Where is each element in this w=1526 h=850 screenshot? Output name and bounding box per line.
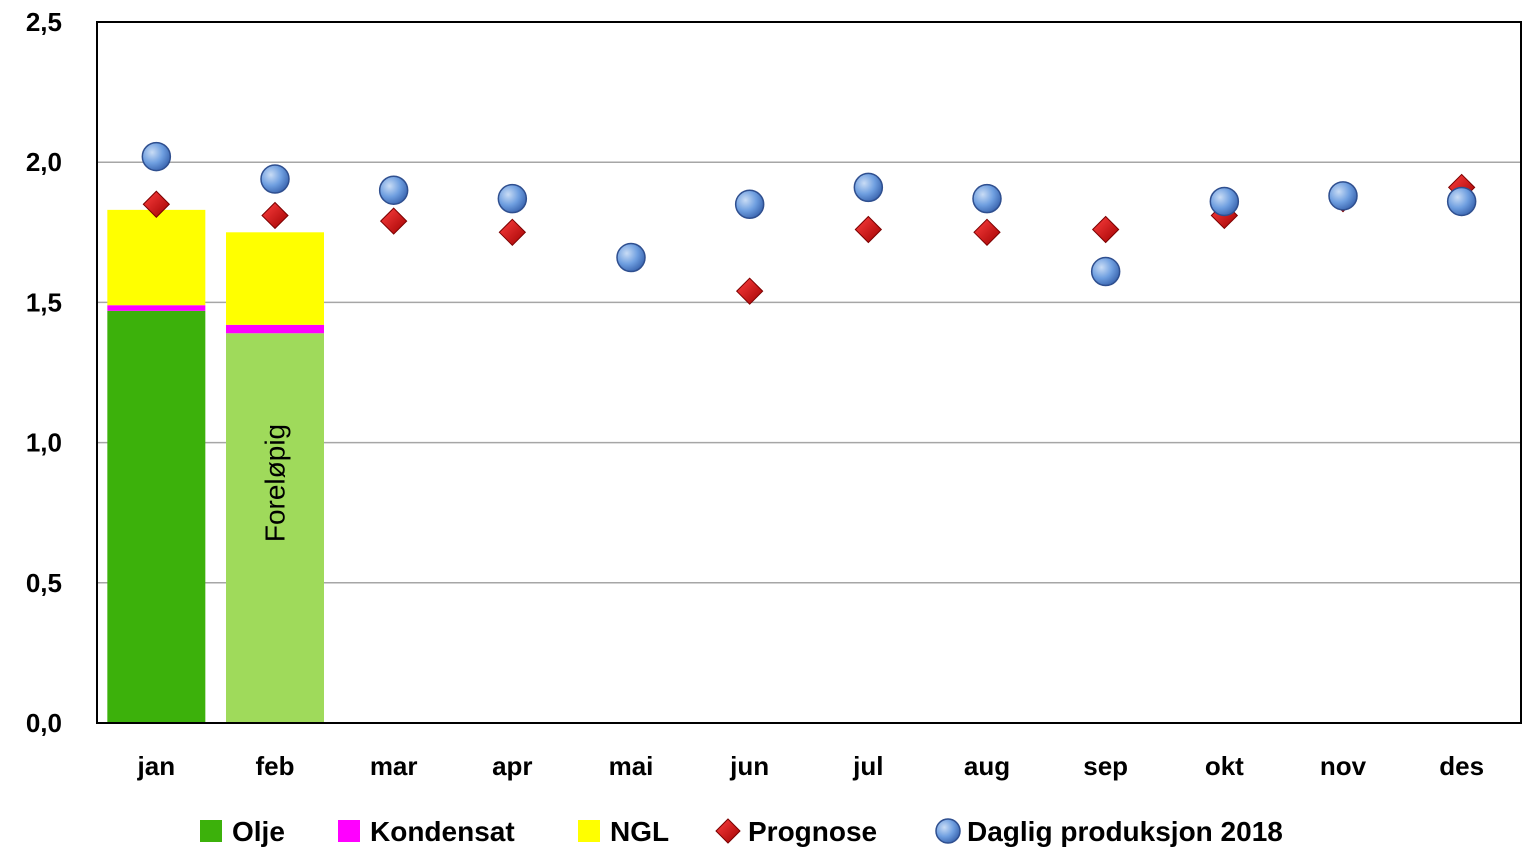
prognose-marker-jan [142, 190, 171, 218]
legend-swatch-daglig-produksjon-2018 [935, 818, 961, 844]
plot-border [96, 21, 1522, 724]
x-tick-label: jul [852, 751, 883, 781]
daglig-produksjon-marker-aug [972, 183, 1002, 214]
legend-label-daglig-produksjon-2018: Daglig produksjon 2018 [967, 816, 1283, 847]
x-axis-ticks: jan feb mar apr mai jun jul aug sep okt nov des [137, 751, 1485, 781]
legend-swatch-kondensat [338, 820, 360, 842]
daglig-produksjon-marker-mai [616, 242, 646, 273]
daglig-produksjon-marker-feb [260, 164, 290, 194]
legend-label-olje: Olje [232, 816, 285, 847]
x-tick-label: apr [492, 751, 532, 781]
prognose-marker-jul [854, 215, 883, 244]
x-tick-label: nov [1320, 751, 1367, 781]
daglig-produksjon-marker-okt [1209, 186, 1240, 217]
x-tick-label: sep [1083, 751, 1128, 781]
prognose-marker-mar [379, 207, 408, 235]
legend-label-ngl: NGL [610, 816, 669, 847]
y-tick-label: 0,0 [26, 708, 62, 738]
y-axis-ticks: 0,0 0,5 1,0 1,5 2,0 2,5 [26, 7, 62, 738]
prognose-marker-sep [1091, 215, 1120, 244]
daglig-produksjon-marker-jun [734, 189, 765, 220]
daglig-produksjon-marker-jul [853, 172, 884, 203]
daglig-produksjon-marker-jan [141, 141, 172, 172]
y-tick-label: 2,5 [26, 7, 62, 37]
markers [141, 141, 1477, 305]
daglig-produksjon-marker-nov [1328, 181, 1358, 211]
bar-kondensat-jan [107, 305, 206, 311]
legend-swatch-ngl [578, 820, 600, 842]
legend-label-prognose: Prognose [748, 816, 877, 847]
prognose-marker-jun [735, 277, 764, 305]
bar-olje-feb [226, 333, 324, 723]
daglig-produksjon-marker-des [1446, 186, 1477, 217]
prognose-marker-apr [498, 218, 527, 247]
y-tick-label: 0,5 [26, 568, 62, 598]
legend-swatch-olje [200, 820, 222, 842]
daglig-produksjon-marker-mar [378, 175, 409, 205]
x-tick-label: des [1439, 751, 1484, 781]
bars: Foreløpig [107, 209, 324, 723]
legend: Olje Kondensat NGL Prognose Daglig produksjo… [200, 816, 1283, 847]
bar-ngl-jan [107, 209, 206, 306]
x-tick-label: aug [964, 751, 1010, 781]
plot-frame [96, 21, 1522, 724]
x-tick-label: feb [256, 751, 295, 781]
legend-label-kondensat: Kondensat [370, 816, 515, 847]
legend-swatch-prognose [715, 818, 741, 844]
y-tick-label: 2,0 [26, 147, 62, 177]
prognose-marker-feb [261, 201, 289, 230]
prognose-marker-aug [973, 218, 1001, 247]
daglig-produksjon-marker-apr [497, 183, 528, 214]
daglig-produksjon-marker-sep [1090, 256, 1121, 287]
x-tick-label: jun [729, 751, 769, 781]
x-tick-label: mar [370, 751, 418, 781]
bar-olje-jan [107, 310, 206, 723]
bar-kondensat-feb [226, 324, 324, 334]
x-tick-label: jan [137, 751, 176, 781]
x-tick-label: mai [609, 751, 654, 781]
preliminary-label: Foreløpig [259, 424, 290, 542]
y-tick-label: 1,0 [26, 428, 62, 458]
gridlines [97, 161, 1521, 584]
x-tick-label: okt [1205, 751, 1244, 781]
bar-ngl-feb [226, 232, 324, 325]
y-tick-label: 1,5 [26, 287, 62, 317]
